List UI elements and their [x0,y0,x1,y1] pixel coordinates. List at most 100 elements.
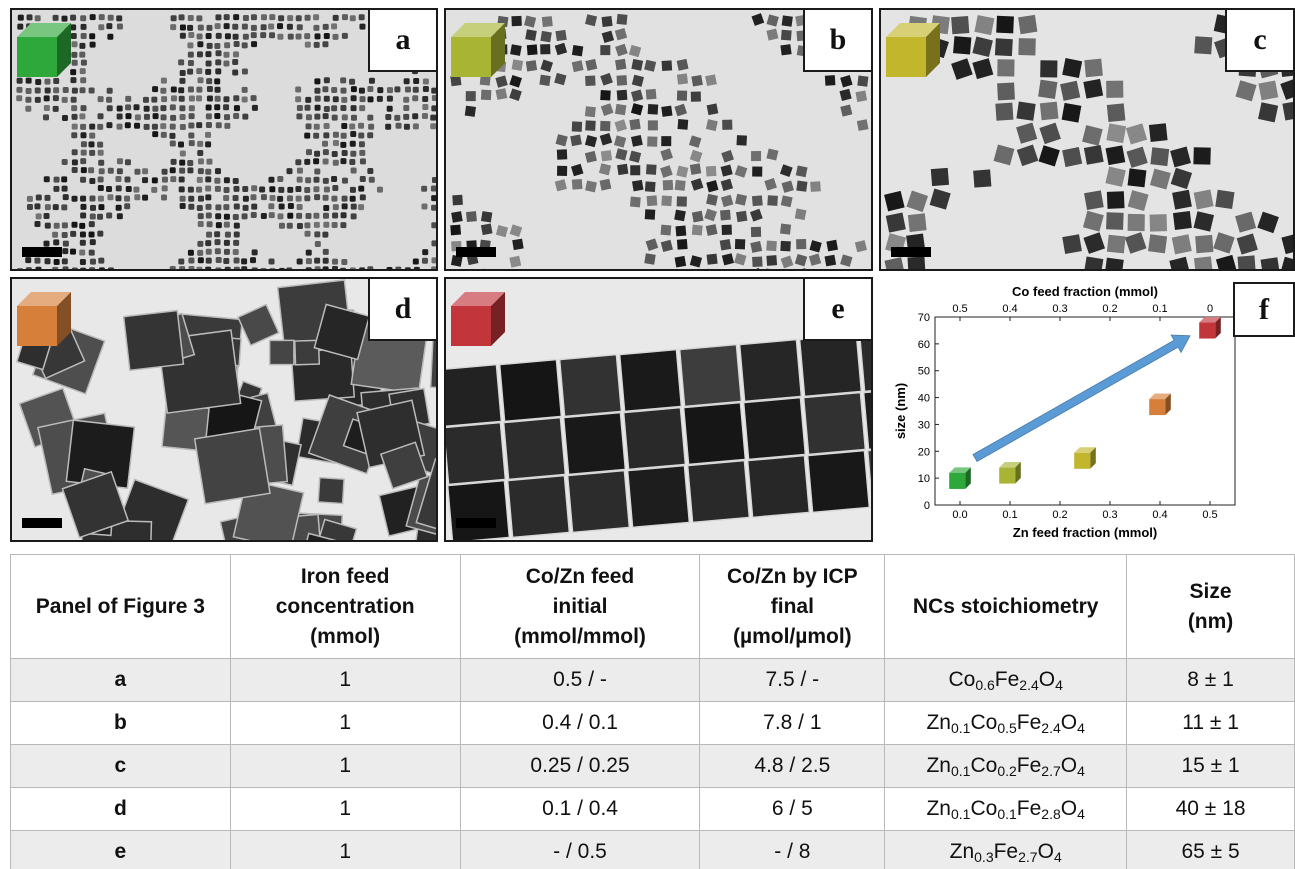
element-subscript: 0.6 [975,676,995,693]
column-header: Co/Zn by ICP final (µmol/µmol) [699,554,886,659]
element-symbol: Fe [1016,796,1042,820]
y-axis-label: size (nm) [893,383,908,439]
cube-icon [451,23,505,77]
tem-panel-a: a [10,8,438,271]
panel-letter: f [1233,282,1295,337]
data-point [999,461,1021,484]
panel-cell: e [10,830,231,869]
panel-cell: a [10,658,231,702]
element-symbol: O [1037,839,1054,863]
header-line: Co/Zn feed [525,564,635,588]
x-tick-label: 0.3 [1102,509,1117,521]
y-tick-label: 70 [918,312,930,324]
feed-cell: 0.5 / - [459,658,701,702]
size-cell: 40 ± 18 [1126,787,1295,831]
tem-image-a [12,10,436,269]
icp-cell: 7.5 / - [699,658,886,702]
x-tick-label: 0.2 [1052,509,1067,521]
cube-icon-shape [451,23,505,77]
y-tick-label: 30 [918,419,930,431]
element-symbol: Fe [1016,753,1042,777]
x2-tick-label: 0.5 [952,303,967,315]
header-line: Size [1189,579,1232,603]
stoichiometry-cell: Zn0.1Co0.2Fe2.7O4 [884,744,1128,788]
x2-tick-label: 0.2 [1102,303,1117,315]
panel-cell: d [10,787,231,831]
element-symbol: O [1060,796,1078,820]
x-tick-label: 0.4 [1152,509,1167,521]
element-subscript: 4 [1077,719,1085,736]
icp-cell: 7.8 / 1 [699,701,886,745]
stoichiometry-cell: Zn0.1Co0.1Fe2.8O4 [884,787,1128,831]
element-symbol: Fe [1016,710,1042,734]
stoichiometry-cell: Co0.6Fe2.4O4 [884,658,1128,702]
element-subscript: 0.3 [974,848,994,865]
y-tick-label: 40 [918,393,930,405]
x2-tick-label: 0.3 [1052,303,1067,315]
data-point [1199,316,1221,339]
header-line: Co/Zn by ICP [727,564,858,588]
element-subscript: 0.1 [997,805,1017,822]
table-header-row: Panel of Figure 3 Iron feed concentration (… [10,554,1295,659]
column-header: Co/Zn feed initial (mmol/mmol) [459,554,701,659]
data-point [1149,393,1171,416]
element-symbol: O [1060,710,1078,734]
x2-tick-label: 0.1 [1152,303,1167,315]
panel-letter: e [803,279,871,341]
element-symbol: Fe [993,839,1019,863]
cube-icon [451,292,505,346]
cube-icon [17,23,71,77]
header-line: Iron feed [300,564,390,588]
panel-letter: d [368,279,436,341]
column-header: Size (nm) [1126,554,1295,659]
header-line: (mmol) [310,624,381,648]
tem-image-d [12,279,436,540]
feed-cell: 0.4 / 0.1 [459,701,701,745]
panel-letter: a [368,10,436,72]
cube-icon-shape [17,23,71,77]
element-symbol: Co [970,710,998,734]
size-cell: 11 ± 1 [1126,701,1295,745]
element-symbol: Zn [949,839,975,863]
y-tick-label: 20 [918,446,930,458]
element-symbol: O [1060,753,1078,777]
header-line: (µmol/µmol) [732,624,852,648]
x-tick-label: 0.1 [1002,509,1017,521]
header-line: concentration [275,594,415,618]
element-subscript: 2.4 [1041,719,1061,736]
feed-cell: - / 0.5 [459,830,701,869]
table-row: a 1 0.5 / -7.5 / - Co0.6Fe2.4O4 8 ± 1 [10,658,1295,702]
composition-table: Panel of Figure 3 Iron feed concentration (… [10,554,1295,869]
element-subscript: 0.5 [997,719,1017,736]
trend-arrow [972,334,1191,463]
element-symbol: Co [970,753,998,777]
iron-cell: 1 [229,787,461,831]
scale-bar [456,247,496,257]
element-symbol: Zn [926,753,951,777]
cube-icon-shape [451,292,505,346]
header-line: Panel of Figure 3 [35,594,205,618]
element-subscript: 2.8 [1041,805,1061,822]
cube-icon-shape [17,292,71,346]
column-header: NCs stoichiometry [884,554,1128,659]
x2-axis-label: Co feed fraction (mmol) [1012,284,1158,299]
scale-bar [22,518,62,528]
size-cell: 65 ± 5 [1126,830,1295,869]
x-tick-label: 0.0 [952,509,967,521]
element-subscript: 2.7 [1018,848,1038,865]
table-row: b 1 0.4 / 0.1 7.8 / 1 Zn0.1Co0.5Fe2.4O4 11 ± … [10,701,1295,745]
iron-cell: 1 [229,744,461,788]
panel-letter: b [803,10,871,72]
icp-cell: 6 / 5 [699,787,886,831]
panel-cell: b [10,701,231,745]
y-tick-label: 50 [918,366,930,378]
column-header: Iron feed concentration (mmol) [229,554,461,659]
size-cell: 8 ± 1 [1126,658,1295,702]
chart-svg: 0.0 0.1 0.2 0.3 0.4 0.5 0.5 0.4 0.3 0.2 0.1 0 0 10 20 3… [893,284,1236,540]
element-subscript: 2.4 [1019,676,1039,693]
stoichiometry-cell: Zn0.3Fe2.7O4 [884,830,1128,869]
element-subscript: 2.7 [1041,762,1061,779]
data-point [1074,447,1096,469]
element-symbol: O [1038,667,1056,691]
